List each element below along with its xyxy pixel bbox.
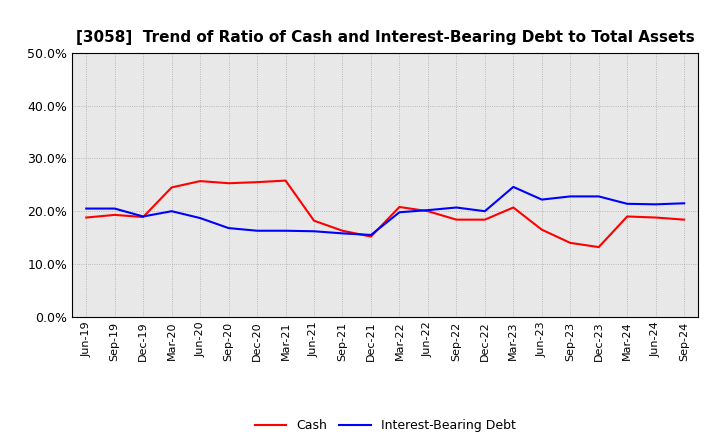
Interest-Bearing Debt xyxy=(366,232,375,238)
Cash xyxy=(680,217,688,222)
Cash xyxy=(423,209,432,214)
Cash xyxy=(509,205,518,210)
Interest-Bearing Debt xyxy=(139,214,148,219)
Cash xyxy=(595,245,603,250)
Interest-Bearing Debt xyxy=(82,206,91,211)
Line: Interest-Bearing Debt: Interest-Bearing Debt xyxy=(86,187,684,235)
Cash xyxy=(395,204,404,209)
Cash xyxy=(623,214,631,219)
Title: [3058]  Trend of Ratio of Cash and Interest-Bearing Debt to Total Assets: [3058] Trend of Ratio of Cash and Intere… xyxy=(76,29,695,45)
Cash xyxy=(566,240,575,246)
Interest-Bearing Debt xyxy=(423,208,432,213)
Cash xyxy=(452,217,461,222)
Cash xyxy=(652,215,660,220)
Cash xyxy=(253,180,261,185)
Interest-Bearing Debt xyxy=(167,209,176,214)
Interest-Bearing Debt xyxy=(196,216,204,221)
Interest-Bearing Debt xyxy=(595,194,603,199)
Cash xyxy=(366,234,375,239)
Cash xyxy=(282,178,290,183)
Cash xyxy=(167,185,176,190)
Interest-Bearing Debt xyxy=(110,206,119,211)
Interest-Bearing Debt xyxy=(338,231,347,236)
Interest-Bearing Debt xyxy=(282,228,290,233)
Interest-Bearing Debt xyxy=(623,201,631,206)
Interest-Bearing Debt xyxy=(395,209,404,215)
Line: Cash: Cash xyxy=(86,180,684,247)
Cash xyxy=(82,215,91,220)
Cash xyxy=(537,227,546,232)
Legend: Cash, Interest-Bearing Debt: Cash, Interest-Bearing Debt xyxy=(250,414,521,437)
Interest-Bearing Debt xyxy=(652,202,660,207)
Interest-Bearing Debt xyxy=(537,197,546,202)
Interest-Bearing Debt xyxy=(310,229,318,234)
Interest-Bearing Debt xyxy=(509,184,518,190)
Interest-Bearing Debt xyxy=(680,201,688,206)
Cash xyxy=(480,217,489,222)
Interest-Bearing Debt xyxy=(566,194,575,199)
Cash xyxy=(139,214,148,220)
Interest-Bearing Debt xyxy=(225,225,233,231)
Cash xyxy=(110,212,119,217)
Interest-Bearing Debt xyxy=(253,228,261,233)
Cash xyxy=(196,179,204,184)
Interest-Bearing Debt xyxy=(452,205,461,210)
Interest-Bearing Debt xyxy=(480,209,489,214)
Cash xyxy=(338,228,347,233)
Cash xyxy=(225,180,233,186)
Cash xyxy=(310,218,318,224)
